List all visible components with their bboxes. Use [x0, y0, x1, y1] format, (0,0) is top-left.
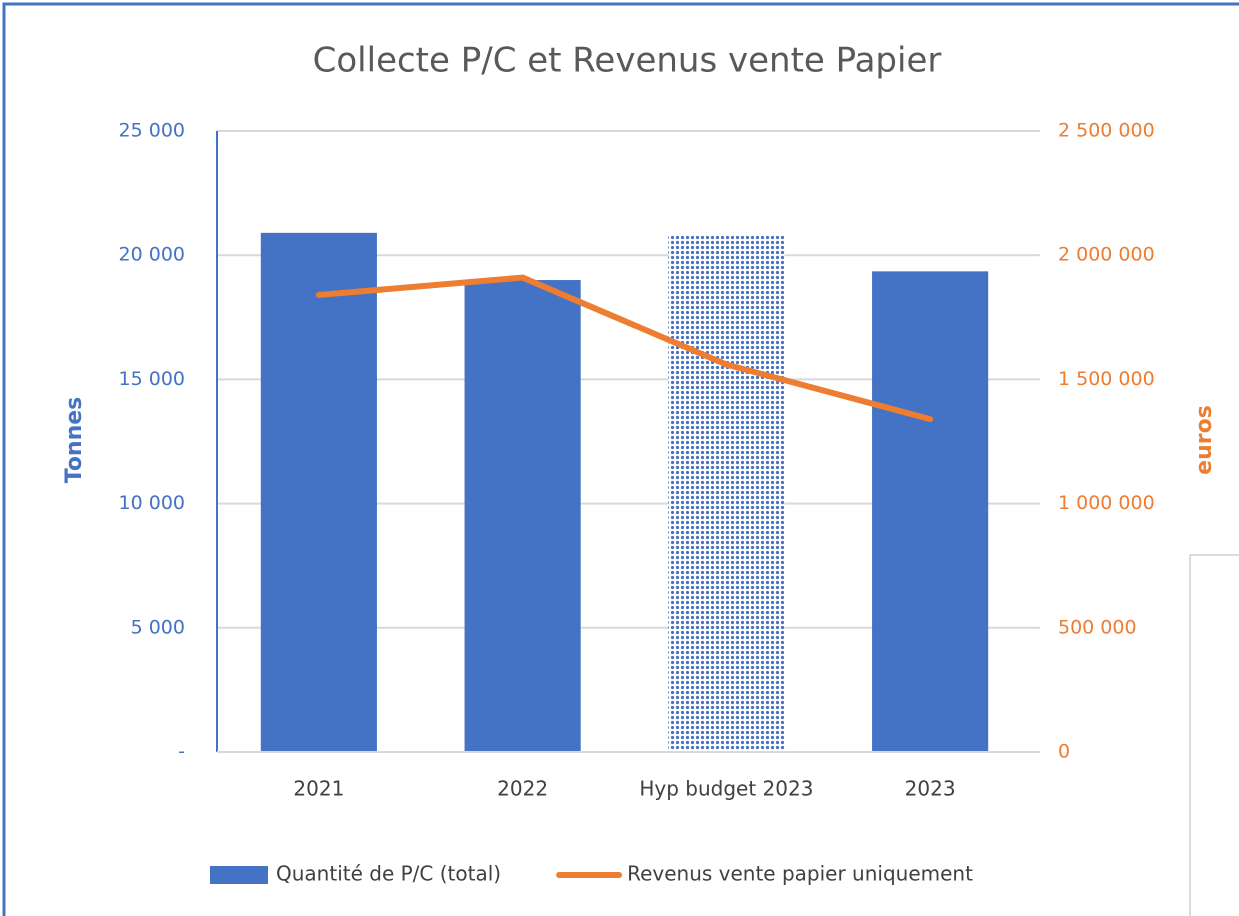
x-tick-label: Hyp budget 2023: [639, 777, 813, 801]
x-tick-label: 2022: [497, 777, 548, 801]
bar: [260, 232, 377, 752]
bar: [668, 235, 785, 752]
y2-tick-label: 2 500 000: [1058, 120, 1155, 142]
y2-tick-label: 0: [1058, 741, 1070, 763]
legend-label: Revenus vente papier uniquement: [627, 862, 973, 886]
bar: [464, 280, 581, 752]
y-tick-label: 10 000: [119, 492, 185, 514]
line: [315, 274, 934, 423]
x-tick-label: 2021: [293, 777, 344, 801]
chart-title: Collecte P/C et Revenus vente Papier: [313, 41, 942, 81]
y-tick-label: 25 000: [119, 120, 185, 142]
y2-tick-label: 1 000 000: [1058, 492, 1155, 514]
bar: [872, 271, 989, 752]
y2-tick-label: 2 000 000: [1058, 244, 1155, 266]
y-axis-title: Tonnes: [62, 397, 87, 484]
y-tick-label: -: [178, 741, 185, 763]
y-tick-label: 15 000: [119, 368, 185, 390]
y-tick-label: 20 000: [119, 244, 185, 266]
legend-label: Quantité de P/C (total): [276, 862, 501, 886]
side-panel: [1189, 554, 1239, 916]
x-tick-label: 2023: [905, 777, 956, 801]
legend-swatch: [210, 866, 268, 884]
y2-tick-label: 500 000: [1058, 616, 1137, 638]
y-tick-label: 5 000: [131, 616, 185, 638]
y2-tick-label: 1 500 000: [1058, 368, 1155, 390]
y2-axis-title: euros: [1192, 405, 1217, 475]
